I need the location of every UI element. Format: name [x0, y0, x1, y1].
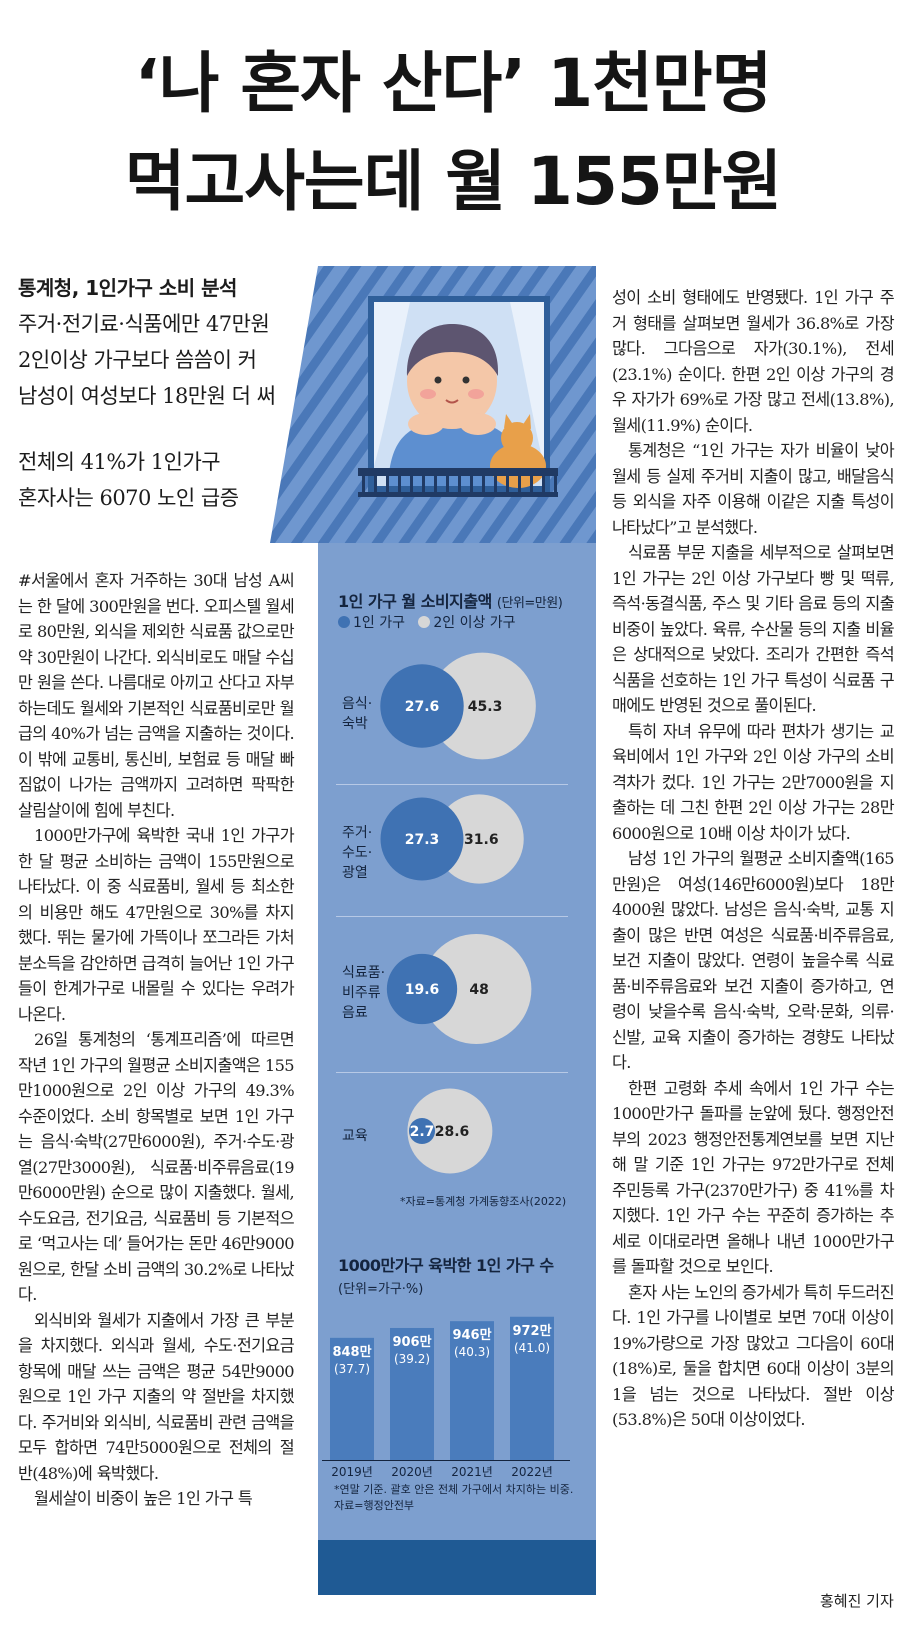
spend-chart-title: 1인 가구 월 소비지출액 (단위=만원)	[338, 592, 563, 611]
window-illustration	[270, 266, 596, 543]
article-body-left: #서울에서 혼자 거주하는 30대 남성 A씨는 한 달에 300만원을 번다.…	[18, 568, 295, 1512]
bar-share-label: (37.7)	[334, 1362, 370, 1376]
bubble-single	[386, 953, 458, 1025]
bubble-multi	[428, 652, 536, 760]
bar-category-label: 2022년	[511, 1465, 553, 1479]
bar-category-label: 2020년	[391, 1465, 433, 1479]
bar	[390, 1327, 434, 1460]
bubble-single-label: 2.7	[410, 1124, 435, 1140]
row-divider	[336, 784, 568, 785]
subhead: 통계청, 1인가구 소비 분석	[18, 276, 237, 300]
infographic-footer	[318, 1540, 596, 1595]
bubble-multi-label: 48	[469, 982, 488, 998]
legend-single-label: 1인 가구	[353, 615, 405, 631]
subhead: 2인이상 가구보다 씀씀이 커	[18, 348, 257, 372]
households-chart-unit: (단위=가구·%)	[338, 1282, 424, 1297]
paragraph: 월세살이 비중이 높은 1인 가구 특	[34, 1489, 253, 1508]
source-text: 자료=행정안전부	[334, 1499, 415, 1512]
subhead: 주거·전기료·식품에만 47만원	[18, 312, 270, 336]
bubble-single	[408, 1117, 436, 1145]
households-chart-title: 1000만가구 육박한 1인 가구 수	[338, 1256, 554, 1275]
bubble-multi-label: 45.3	[468, 699, 503, 715]
bubble-single	[380, 664, 464, 748]
subhead-group-1: 통계청, 1인가구 소비 분석 주거·전기료·식품에만 47만원 2인이상 가구…	[18, 270, 298, 414]
households-bar-chart: 848만 (37.7) 2019년 906만 (39.2) 2020년 946만 (40.3)…	[322, 1316, 570, 1479]
paragraph: 외식비와 월세가 지출에서 가장 큰 부분을 차지했다. 외식과 월세, 수도·…	[18, 1310, 295, 1483]
bubble-multi	[421, 934, 532, 1044]
paragraph: 1000만가구에 육박한 국내 1인 가구가 한 달 평균 소비하는 금액이 1…	[18, 826, 295, 1024]
bubble-single-label: 27.3	[405, 832, 440, 848]
category-label-education: 교육	[342, 1128, 368, 1144]
paragraph: 특히 자녀 유무에 따라 편차가 생기는 교육비에서 1인 가구와 2인 이상 …	[612, 721, 895, 843]
bubble-multi-label: 31.6	[464, 832, 499, 848]
subhead: 남성이 여성보다 18만원 더 써	[18, 384, 276, 408]
subhead: 전체의 41%가 1인가구	[18, 450, 221, 474]
legend-multi-swatch	[418, 616, 431, 628]
paragraph: 26일 통계청의 ‘통계프리즘’에 따르면 작년 1인 가구의 월평균 소비지출…	[18, 1030, 295, 1304]
bubble-single-label: 27.6	[405, 699, 440, 715]
baseline	[322, 1460, 570, 1461]
byline: 홍혜진 기자	[820, 1592, 894, 1610]
bar-value-label: 972만	[512, 1323, 551, 1339]
category-label-housing: 주거· 수도· 광열	[342, 825, 373, 881]
headline-line-1: ‘나 혼자 산다’ 1천만명	[134, 45, 773, 122]
paragraph: 식료품 부문 지출을 세부적으로 살펴보면 1인 가구는 2인 이상 가구보다 …	[612, 543, 895, 715]
spend-bubble-chart: 27.6 45.3 27.3 31.6 19.6 48 2.7 28.6	[380, 652, 536, 1174]
category-label-food-lodging: 음식· 숙박	[342, 696, 373, 732]
article-body-right: 성이 소비 형태에도 반영됐다. 1인 가구 주거 형태를 살펴보면 월세가 3…	[612, 285, 895, 1433]
bar-share-label: (40.3)	[454, 1345, 490, 1359]
bar-value-label: 906만	[392, 1334, 431, 1350]
headline-line-2: 먹고사는데 월 155만원	[124, 143, 782, 220]
bubble-multi-label: 28.6	[435, 1124, 470, 1140]
paragraph: 성이 소비 형태에도 반영됐다. 1인 가구 주거 형태를 살펴보면 월세가 3…	[612, 288, 895, 435]
paragraph: 남성 1인 가구의 월평균 소비지출액(165만원)은 여성(146만6000원…	[612, 849, 895, 1072]
bar-value-label: 946만	[452, 1327, 491, 1343]
legend-single-swatch	[338, 616, 350, 628]
bubble-single	[380, 797, 464, 881]
bar-category-label: 2021년	[451, 1465, 493, 1479]
subhead-group-2: 전체의 41%가 1인가구 혼자사는 6070 노인 급증	[18, 444, 298, 516]
bar-value-label: 848만	[332, 1344, 371, 1360]
bar-category-label: 2019년	[331, 1465, 373, 1479]
category-label-groceries: 식료품· 비주류 음료	[342, 965, 386, 1021]
spend-chart-legend: 1인 가구 2인 이상 가구	[338, 612, 516, 632]
paragraph: #서울에서 혼자 거주하는 30대 남성 A씨는 한 달에 300만원을 번다.…	[18, 571, 295, 820]
households-chart-note: *연말 기준. 괄호 안은 전체 가구에서 차지하는 비중. 자료=행정안전부	[334, 1482, 596, 1514]
bubble-multi	[407, 1088, 493, 1174]
note-text: *연말 기준. 괄호 안은 전체 가구에서 차지하는 비중.	[334, 1483, 574, 1496]
row-divider	[336, 916, 568, 917]
paragraph: 한편 고령화 추세 속에서 1인 가구 수는 1000만가구 돌파를 눈앞에 뒀…	[612, 1078, 895, 1277]
bar	[510, 1316, 554, 1460]
bar	[330, 1337, 374, 1460]
spend-chart-source: *자료=통계청 가계동향조사(2022)	[400, 1195, 567, 1208]
legend-multi-label: 2인 이상 가구	[433, 615, 516, 631]
subhead: 혼자사는 6070 노인 급증	[18, 486, 239, 510]
row-divider	[336, 1072, 568, 1073]
bar-share-label: (41.0)	[514, 1341, 550, 1355]
bar-share-label: (39.2)	[394, 1352, 430, 1366]
paragraph: 혼자 사는 노인의 증가세가 특히 두드러진다. 1인 가구를 나이별로 보면 …	[612, 1282, 895, 1430]
bar	[450, 1321, 494, 1460]
bubble-single-label: 19.6	[405, 982, 440, 998]
paragraph: 통계청은 “1인 가구는 자가 비율이 낮아 월세 등 실제 주거비 지출이 많…	[612, 441, 895, 537]
